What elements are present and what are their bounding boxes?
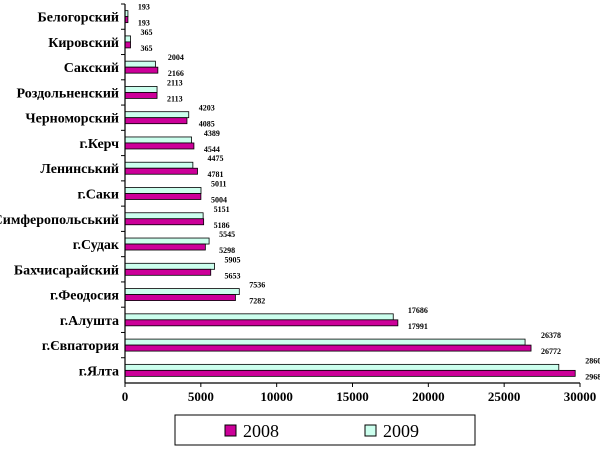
legend-label-2008: 2008: [243, 421, 279, 441]
category-label: Ленинський: [40, 162, 119, 177]
value-label-2009: 193: [138, 3, 150, 12]
bar-2008: [124, 319, 399, 327]
x-tick-label: 20000: [412, 389, 445, 404]
x-tick-label: 5000: [188, 389, 214, 404]
bar-2009: [124, 187, 202, 194]
bar-2009: [124, 35, 131, 43]
value-label-2008: 26772: [541, 347, 561, 356]
bar-2008: [124, 369, 576, 377]
legend: 2008 2009: [174, 414, 476, 446]
category-label: г.Керч: [80, 137, 120, 152]
value-label-2009: 5151: [214, 205, 230, 214]
category-labels: Белогорский Кировский Сакский Роздольненски…: [0, 11, 120, 380]
value-label-2008: 29683: [585, 372, 600, 381]
category-label: Черноморский: [25, 112, 119, 127]
bar-2009: [124, 136, 192, 144]
bar-2009: [124, 86, 158, 93]
bars-group: [124, 10, 576, 377]
value-label-2008: 7282: [249, 297, 265, 306]
category-label: Бахчисарайский: [14, 263, 119, 278]
value-label-2009: 7536: [249, 281, 265, 290]
bar-2009: [124, 363, 560, 371]
category-label: Роздольненский: [17, 86, 120, 101]
value-label-2008: 5186: [214, 221, 230, 230]
value-label-2009: 5545: [219, 230, 235, 239]
bar-2009: [124, 60, 156, 68]
value-label-2008: 4085: [199, 120, 215, 129]
value-label-2008: 2113: [167, 94, 183, 103]
category-label: г.Саки: [77, 188, 119, 203]
value-label-2008: 193: [138, 19, 150, 28]
category-label: г.Алушта: [60, 314, 119, 329]
axes-group: [121, 3, 581, 387]
legend-label-2009: 2009: [383, 421, 419, 441]
value-label-2008: 365: [141, 44, 153, 53]
value-label-2008: 4544: [204, 145, 220, 154]
legend-swatch-2008: [224, 424, 237, 437]
category-label: Симферопольський: [0, 213, 119, 228]
bar-2008: [124, 41, 131, 49]
bar-2008: [124, 66, 159, 74]
value-label-2009: 4475: [208, 154, 224, 163]
bar-2008: [124, 193, 202, 200]
bar-2009: [124, 212, 204, 220]
x-tick-label: 25000: [488, 389, 521, 404]
value-label-2008: 4781: [208, 170, 224, 179]
x-tick-labels: 0 5000 10000 15000 20000 25000 30000: [122, 389, 597, 404]
bar-2009: [124, 313, 394, 321]
value-label-2008: 5004: [211, 196, 227, 205]
value-label-2009: 5905: [225, 255, 241, 264]
value-label-2009: 5011: [211, 180, 227, 189]
x-tick-label: 10000: [260, 389, 293, 404]
category-label: Белогорский: [37, 11, 119, 26]
value-label-2009: 17686: [408, 306, 428, 315]
bar-2009: [124, 237, 210, 245]
bar-2008: [124, 294, 236, 301]
value-label-2009: 4203: [199, 104, 215, 113]
legend-box: [174, 414, 476, 446]
bar-2009: [124, 111, 190, 119]
x-tick-label: 0: [122, 389, 129, 404]
value-label-2008: 2166: [168, 69, 184, 78]
value-label-2009: 365: [141, 28, 153, 37]
value-label-2009: 4389: [204, 129, 220, 138]
legend-swatch-2009: [364, 424, 377, 437]
x-tick-label: 30000: [564, 389, 597, 404]
category-label: г.Феодосия: [50, 289, 119, 304]
category-label: Кировский: [48, 36, 119, 51]
value-label-2008: 17991: [408, 322, 428, 331]
bar-2008: [124, 268, 212, 276]
x-tick-label: 15000: [336, 389, 369, 404]
bar-2009: [124, 288, 240, 295]
category-label: г.Ялта: [79, 364, 119, 379]
value-label-2009: 2004: [168, 53, 184, 62]
category-label: г.Судак: [73, 238, 120, 253]
value-label-2009: 26378: [541, 331, 561, 340]
bar-2008: [124, 218, 205, 226]
value-labels: 1931933653652004216621132113420340854389…: [138, 3, 600, 382]
value-label-2008: 5298: [219, 246, 235, 255]
category-label: г.Євпатория: [42, 339, 120, 354]
bar-2008: [124, 243, 206, 251]
bar-2008: [124, 92, 158, 99]
value-label-2009: 2113: [167, 78, 183, 87]
bar-2008: [124, 142, 195, 150]
bar-2008: [124, 344, 532, 352]
bar-2009: [124, 338, 526, 346]
category-label: Сакский: [64, 61, 119, 76]
bar-2009: [124, 262, 215, 270]
bar-2009: [124, 161, 194, 169]
value-label-2008: 5653: [225, 271, 241, 280]
bar-2008: [124, 167, 198, 175]
bar-2008: [124, 117, 188, 125]
